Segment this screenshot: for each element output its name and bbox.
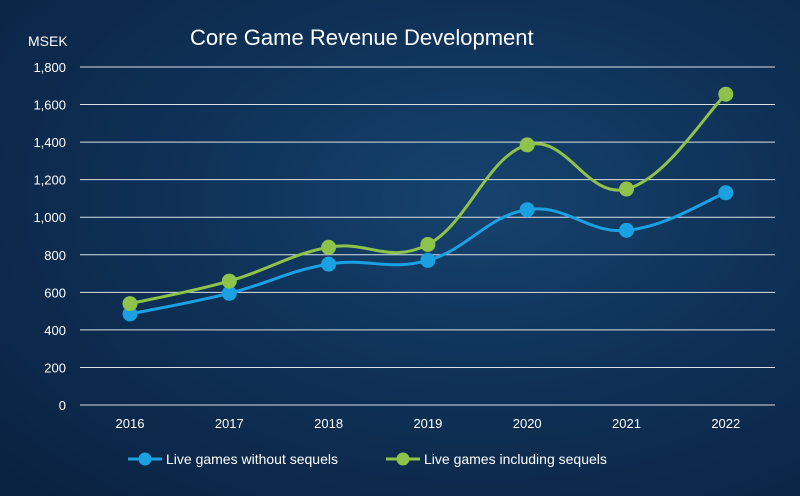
y-tick-label: 600	[44, 285, 66, 300]
data-point	[122, 306, 138, 322]
x-tick-label: 2018	[314, 416, 343, 431]
y-tick-label: 1,600	[33, 98, 66, 113]
data-point	[519, 202, 535, 218]
data-point	[619, 181, 634, 197]
data-point	[420, 252, 436, 268]
data-point	[619, 222, 634, 238]
data-point	[321, 239, 337, 255]
y-tick-label: 1,000	[33, 210, 66, 225]
data-point	[122, 296, 138, 312]
data-point	[519, 137, 535, 153]
x-tick-label: 2020	[513, 416, 542, 431]
legend-marker	[396, 452, 410, 466]
y-tick-label: 0	[59, 398, 66, 413]
y-tick-label: 200	[44, 360, 66, 375]
series-layer	[122, 86, 734, 322]
series-1	[122, 185, 734, 322]
y-tick-label: 1,200	[33, 173, 66, 188]
data-point	[718, 185, 734, 201]
data-point	[221, 273, 237, 289]
legend: Live games without sequels Live games inc…	[128, 451, 607, 467]
series-2	[122, 86, 734, 312]
series-line	[128, 92, 728, 306]
y-axis-ticks: 0 200 400 600 800 1,000 1,200 1,400 1,600 1,800	[33, 60, 66, 413]
data-point	[321, 256, 337, 272]
y-tick-label: 800	[44, 248, 66, 263]
data-point	[718, 86, 734, 102]
chart-title: Core Game Revenue Development	[190, 25, 534, 50]
gridlines	[80, 66, 775, 406]
legend-marker	[138, 452, 152, 466]
x-tick-label: 2019	[413, 416, 442, 431]
y-tick-label: 1,400	[33, 135, 66, 150]
x-tick-label: 2017	[215, 416, 244, 431]
data-point	[420, 236, 436, 252]
legend-entry: Live games including sequels	[386, 451, 607, 467]
x-tick-label: 2016	[116, 416, 145, 431]
y-tick-label: 1,800	[33, 60, 66, 75]
x-tick-label: 2021	[612, 416, 641, 431]
x-axis-ticks: 2016 2017 2018 2019 2020 2021 2022	[116, 416, 741, 431]
data-point	[221, 285, 237, 301]
legend-label: Live games without sequels	[166, 451, 338, 467]
y-tick-label: 400	[44, 323, 66, 338]
legend-label: Live games including sequels	[424, 451, 607, 467]
x-tick-label: 2022	[711, 416, 740, 431]
y-axis-unit-label: MSEK	[28, 33, 68, 49]
legend-entry: Live games without sequels	[128, 451, 338, 467]
